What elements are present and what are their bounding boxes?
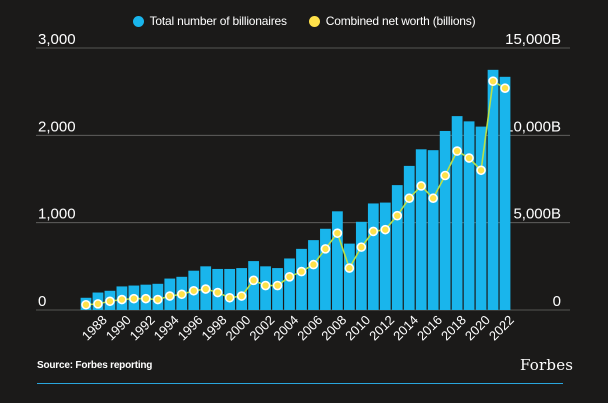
bar-billionaires — [224, 268, 236, 310]
point-net-worth — [356, 242, 367, 252]
y-left-tick-label: 0 — [38, 293, 46, 310]
x-tick-label: 2022 — [486, 312, 517, 343]
point-net-worth — [332, 228, 343, 238]
bar-billionaires — [463, 121, 475, 310]
x-tick-label: 2012 — [366, 312, 397, 343]
y-right-tick-label: 0 — [553, 293, 561, 310]
point-net-worth — [296, 266, 307, 277]
x-tick-label: 2016 — [414, 312, 445, 343]
point-net-worth — [248, 275, 259, 286]
x-tick-label: 2010 — [342, 312, 373, 343]
bar-billionaires — [320, 228, 331, 310]
chart-legend: Total number of billionaires Combined ne… — [0, 14, 608, 28]
point-net-worth — [308, 259, 319, 270]
point-net-worth — [464, 153, 474, 163]
point-net-worth — [428, 193, 438, 204]
point-net-worth — [260, 280, 271, 291]
point-net-worth — [224, 292, 235, 303]
x-tick-label: 2008 — [318, 312, 349, 343]
y-right-tick-label: 15,000B — [505, 31, 561, 48]
legend-swatch-billionaires — [132, 15, 144, 27]
bar-billionaires — [391, 185, 403, 310]
point-net-worth — [500, 83, 510, 93]
point-net-worth — [105, 296, 115, 307]
point-net-worth — [141, 293, 151, 304]
x-tick-label: 1998 — [199, 312, 230, 343]
point-net-worth — [488, 76, 498, 86]
bar-billionaires — [439, 130, 451, 310]
bar-billionaires — [367, 203, 379, 310]
bar-billionaires — [308, 240, 319, 310]
x-tick-label: 2020 — [462, 312, 493, 343]
point-net-worth — [129, 293, 139, 304]
point-net-worth — [284, 272, 295, 282]
point-net-worth — [93, 299, 103, 309]
x-tick-label: 1994 — [151, 312, 182, 343]
point-net-worth — [392, 210, 403, 221]
x-tick-label: 2014 — [390, 312, 421, 343]
bar-billionaires — [451, 116, 463, 311]
point-net-worth — [452, 146, 462, 156]
bar-billionaires — [332, 211, 343, 310]
legend-label-net-worth: Combined net worth (billions) — [325, 14, 476, 28]
legend-item-net-worth: Combined net worth (billions) — [308, 14, 476, 28]
point-net-worth — [117, 294, 127, 305]
point-net-worth — [236, 291, 247, 301]
point-net-worth — [81, 299, 91, 310]
point-net-worth — [344, 263, 355, 273]
point-net-worth — [368, 226, 379, 237]
footer-divider — [37, 383, 563, 384]
source-note: Source: Forbes reporting — [37, 360, 153, 371]
legend-swatch-net-worth — [308, 15, 320, 27]
y-left-tick-label: 3,000 — [38, 31, 76, 48]
point-net-worth — [272, 280, 283, 291]
point-net-worth — [212, 287, 223, 298]
bar-billionaires — [236, 268, 248, 310]
bar-billionaires — [403, 165, 415, 310]
bar-billionaires — [415, 149, 427, 310]
y-right-tick-label: 5,000B — [513, 206, 561, 223]
x-tick-label: 2002 — [246, 312, 277, 343]
y-left-tick-label: 1,000 — [38, 206, 76, 223]
x-tick-label: 1988 — [79, 312, 110, 343]
point-net-worth — [320, 244, 331, 254]
bar-billionaires — [248, 261, 259, 310]
point-net-worth — [476, 165, 486, 176]
bar-billionaires — [487, 69, 499, 310]
x-tick-label: 2018 — [438, 312, 469, 343]
x-tick-label: 2000 — [222, 312, 253, 343]
legend-item-billionaires: Total number of billionaires — [132, 14, 287, 28]
y-left-tick-label: 2,000 — [38, 118, 76, 135]
x-tick-label: 2004 — [270, 312, 301, 343]
point-net-worth — [380, 224, 391, 235]
point-net-worth — [440, 170, 450, 181]
bar-billionaires — [379, 202, 391, 310]
point-net-worth — [404, 193, 415, 204]
bar-billionaires — [499, 76, 511, 310]
point-net-worth — [416, 181, 427, 191]
bar-billionaires — [355, 221, 367, 310]
x-tick-label: 2006 — [294, 312, 325, 343]
legend-label-billionaires: Total number of billionaires — [149, 14, 287, 28]
bar-billionaires — [427, 150, 439, 310]
bar-billionaires — [284, 258, 295, 310]
bar-billionaires — [343, 243, 355, 310]
point-net-worth — [188, 285, 199, 296]
y-right-tick-label: 10,000B — [505, 118, 561, 135]
bar-billionaires — [475, 126, 487, 310]
point-net-worth — [153, 294, 163, 305]
x-tick-label: 1990 — [103, 312, 134, 343]
bar-billionaires — [296, 248, 307, 310]
point-net-worth — [200, 284, 211, 294]
x-tick-label: 1992 — [127, 312, 158, 343]
point-net-worth — [176, 289, 187, 300]
point-net-worth — [164, 291, 175, 301]
forbes-logo: Forbes — [520, 356, 574, 374]
x-tick-label: 1996 — [175, 312, 206, 343]
